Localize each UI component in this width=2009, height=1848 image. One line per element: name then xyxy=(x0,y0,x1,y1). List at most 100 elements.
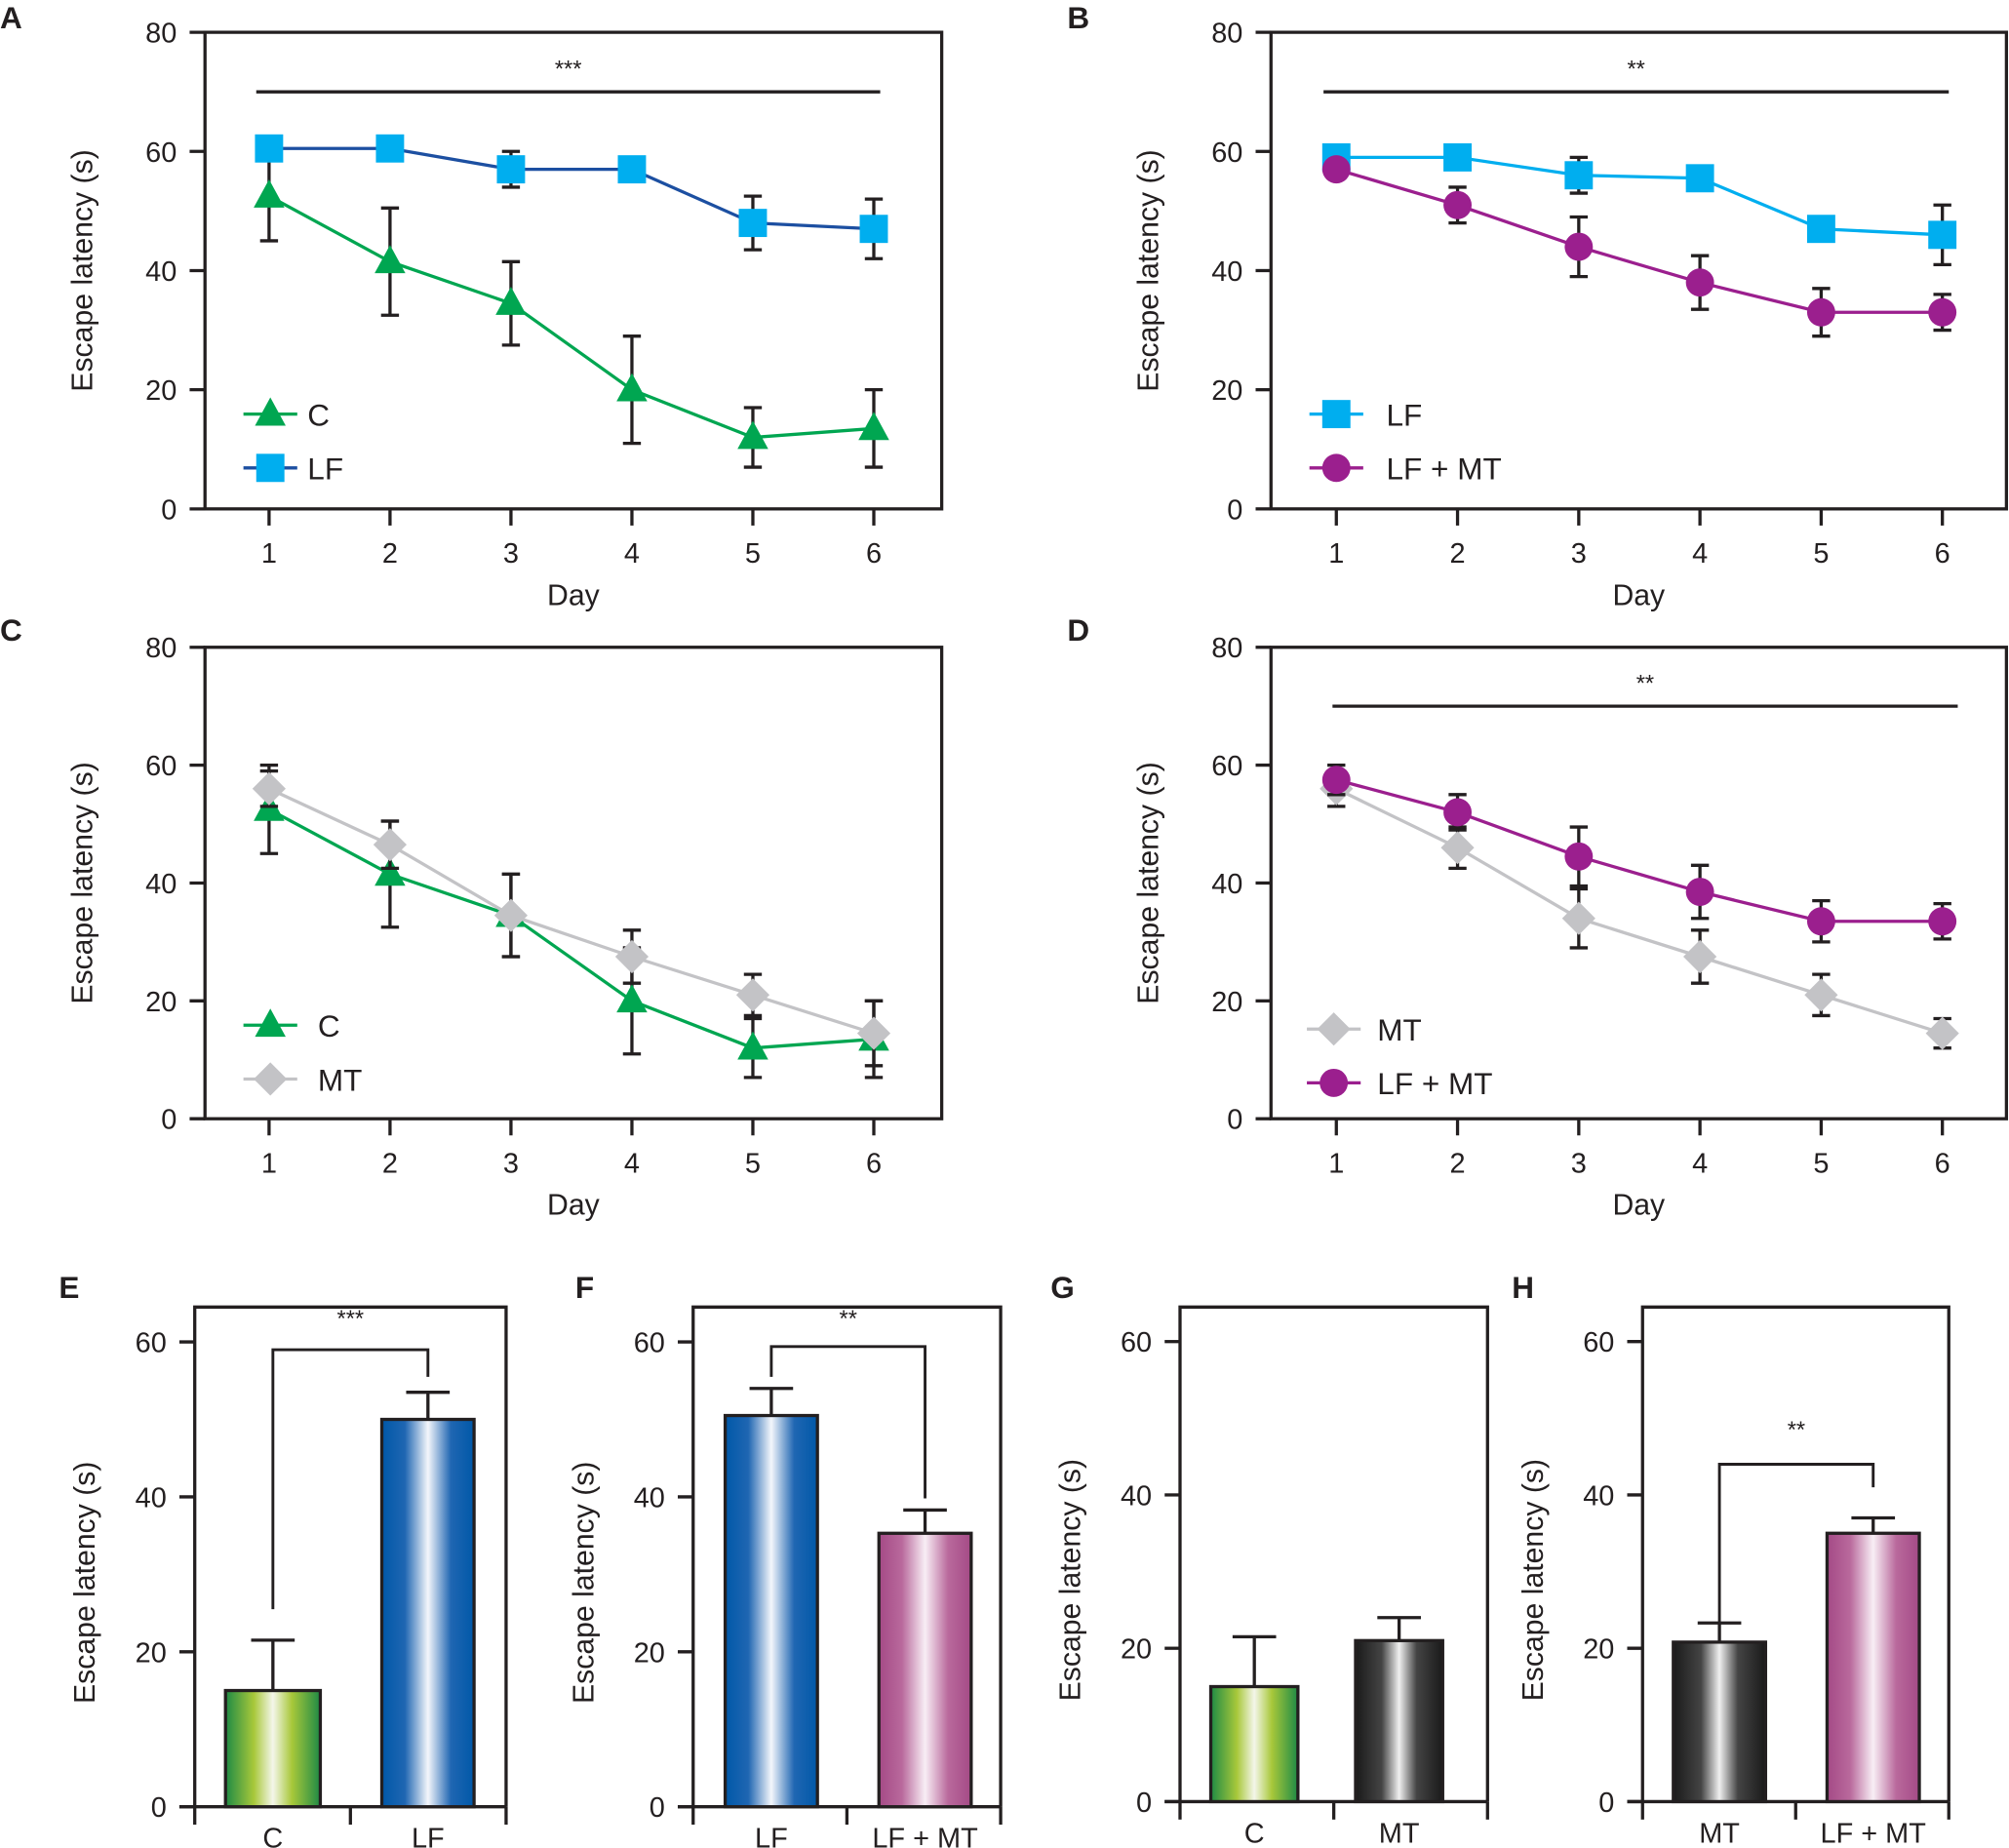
panel-b: B 0 20 40 60 80 1 2 3 4 5 6 Day Escape latency (s) ** L… xyxy=(1067,0,2009,611)
x-tick-label: 3 xyxy=(503,538,519,570)
significance-label: ** xyxy=(1627,57,1644,82)
series-mt: MT xyxy=(1307,768,1959,1050)
data-point xyxy=(496,155,526,184)
data-point xyxy=(738,209,768,238)
data-point xyxy=(1928,907,1957,936)
data-point xyxy=(1561,901,1595,935)
x-tick-label: 2 xyxy=(1450,538,1466,570)
y-tick-label: 20 xyxy=(145,987,177,1018)
data-point xyxy=(1685,878,1714,906)
y-tick-label: 20 xyxy=(1211,987,1242,1018)
panel-d: D 0 20 40 60 80 1 2 3 4 5 6 Day Escape latency (s) ** M… xyxy=(1067,612,2009,1222)
panel-e: E 0 20 40 60 Escape latency (s) C LF *** xyxy=(59,1270,508,1848)
panel-a: A 0 20 40 60 80 1 2 3 4 5 6 Day Escape latency (s) ***… xyxy=(0,0,944,611)
x-tick-label: 5 xyxy=(1813,1148,1829,1179)
legend-marker xyxy=(1321,453,1351,483)
y-tick-label: 40 xyxy=(1121,1480,1152,1512)
y-tick-label: 80 xyxy=(1211,19,1242,50)
data-point xyxy=(375,134,405,163)
y-axis-label: Escape latency (s) xyxy=(1133,762,1165,1003)
plot-frame xyxy=(193,1305,508,1807)
y-axis-label: Escape latency (s) xyxy=(67,762,99,1003)
data-point xyxy=(495,286,527,315)
x-tick-label: 5 xyxy=(745,538,761,570)
x-tick-label: 1 xyxy=(261,538,277,570)
data-point xyxy=(254,179,285,208)
data-point xyxy=(737,420,768,450)
data-point xyxy=(616,984,648,1013)
panel-f: F 0 20 40 60 Escape latency (s) LF LF + MT ** xyxy=(568,1270,1003,1848)
y-tick-label: 0 xyxy=(161,494,177,526)
category-label: MT xyxy=(1379,1818,1420,1848)
data-point xyxy=(1683,939,1717,974)
series-line xyxy=(1335,787,1944,1036)
data-point xyxy=(1806,297,1835,327)
legend-marker xyxy=(254,1062,288,1096)
plot-frame xyxy=(1178,1305,1489,1802)
y-tick-label: 20 xyxy=(145,375,177,407)
x-tick-label: 2 xyxy=(382,1148,398,1179)
panel-letter: G xyxy=(1050,1270,1075,1305)
series-line xyxy=(268,194,875,440)
category-label: LF + MT xyxy=(872,1824,977,1848)
bar-c xyxy=(223,1688,323,1809)
y-tick-label: 20 xyxy=(136,1637,167,1669)
legend-label: LF xyxy=(307,452,343,487)
legend-marker xyxy=(1320,1068,1349,1097)
category-label: MT xyxy=(1699,1818,1740,1848)
series-line xyxy=(268,807,875,1050)
x-axis-label: Day xyxy=(547,579,601,611)
y-tick-label: 60 xyxy=(634,1328,665,1359)
data-point xyxy=(617,155,647,184)
data-point xyxy=(614,939,650,974)
y-tick-label: 0 xyxy=(1227,494,1242,526)
data-point xyxy=(1806,215,1835,244)
data-point xyxy=(1685,268,1714,297)
y-tick-label: 40 xyxy=(1211,869,1242,900)
series-lf-mt: LF + MT xyxy=(1307,763,1957,1101)
data-point xyxy=(1440,831,1475,865)
data-point xyxy=(1928,297,1957,327)
y-tick-label: 40 xyxy=(1583,1480,1614,1512)
series-lf: LF xyxy=(243,134,888,487)
panel-letter: D xyxy=(1067,612,1089,648)
panel-letter: C xyxy=(0,612,22,648)
legend-marker xyxy=(1317,1012,1351,1046)
significance-label: ** xyxy=(840,1307,857,1332)
significance-label: ** xyxy=(1788,1418,1805,1443)
y-tick-label: 0 xyxy=(161,1105,177,1136)
y-tick-label: 0 xyxy=(1136,1788,1152,1819)
x-tick-label: 2 xyxy=(1450,1148,1466,1179)
significance-bracket xyxy=(271,1348,430,1610)
legend-label: MT xyxy=(318,1062,363,1097)
plot-frame xyxy=(203,30,944,511)
series-line xyxy=(1335,778,1943,924)
y-tick-label: 0 xyxy=(1598,1788,1614,1819)
data-point xyxy=(859,215,888,244)
plot-frame xyxy=(1269,646,2009,1121)
legend-marker xyxy=(1321,400,1351,429)
bar-lf xyxy=(379,1417,476,1809)
bar-lf-mt xyxy=(877,1531,973,1809)
data-point xyxy=(1804,978,1838,1012)
data-point xyxy=(735,978,770,1012)
y-tick-label: 40 xyxy=(1211,256,1242,288)
x-tick-label: 2 xyxy=(382,538,398,570)
legend-label: LF + MT xyxy=(1377,1066,1492,1101)
data-point xyxy=(1443,142,1473,172)
panel-g: G 0 20 40 60 Escape latency (s) C MT xyxy=(1050,1270,1489,1848)
x-tick-label: 3 xyxy=(1571,1148,1587,1179)
legend-label: C xyxy=(307,397,330,432)
significance-label: *** xyxy=(555,57,582,82)
x-tick-label: 4 xyxy=(1692,538,1708,570)
x-tick-label: 4 xyxy=(624,1148,640,1179)
data-point xyxy=(374,245,406,274)
data-point xyxy=(856,1016,891,1050)
y-axis-label: Escape latency (s) xyxy=(1055,1459,1087,1701)
panel-letter: E xyxy=(59,1270,79,1305)
series-line xyxy=(268,787,875,1036)
plot-frame xyxy=(203,646,944,1121)
data-point xyxy=(737,1031,768,1060)
data-point xyxy=(252,771,286,806)
x-axis-label: Day xyxy=(547,1190,601,1222)
